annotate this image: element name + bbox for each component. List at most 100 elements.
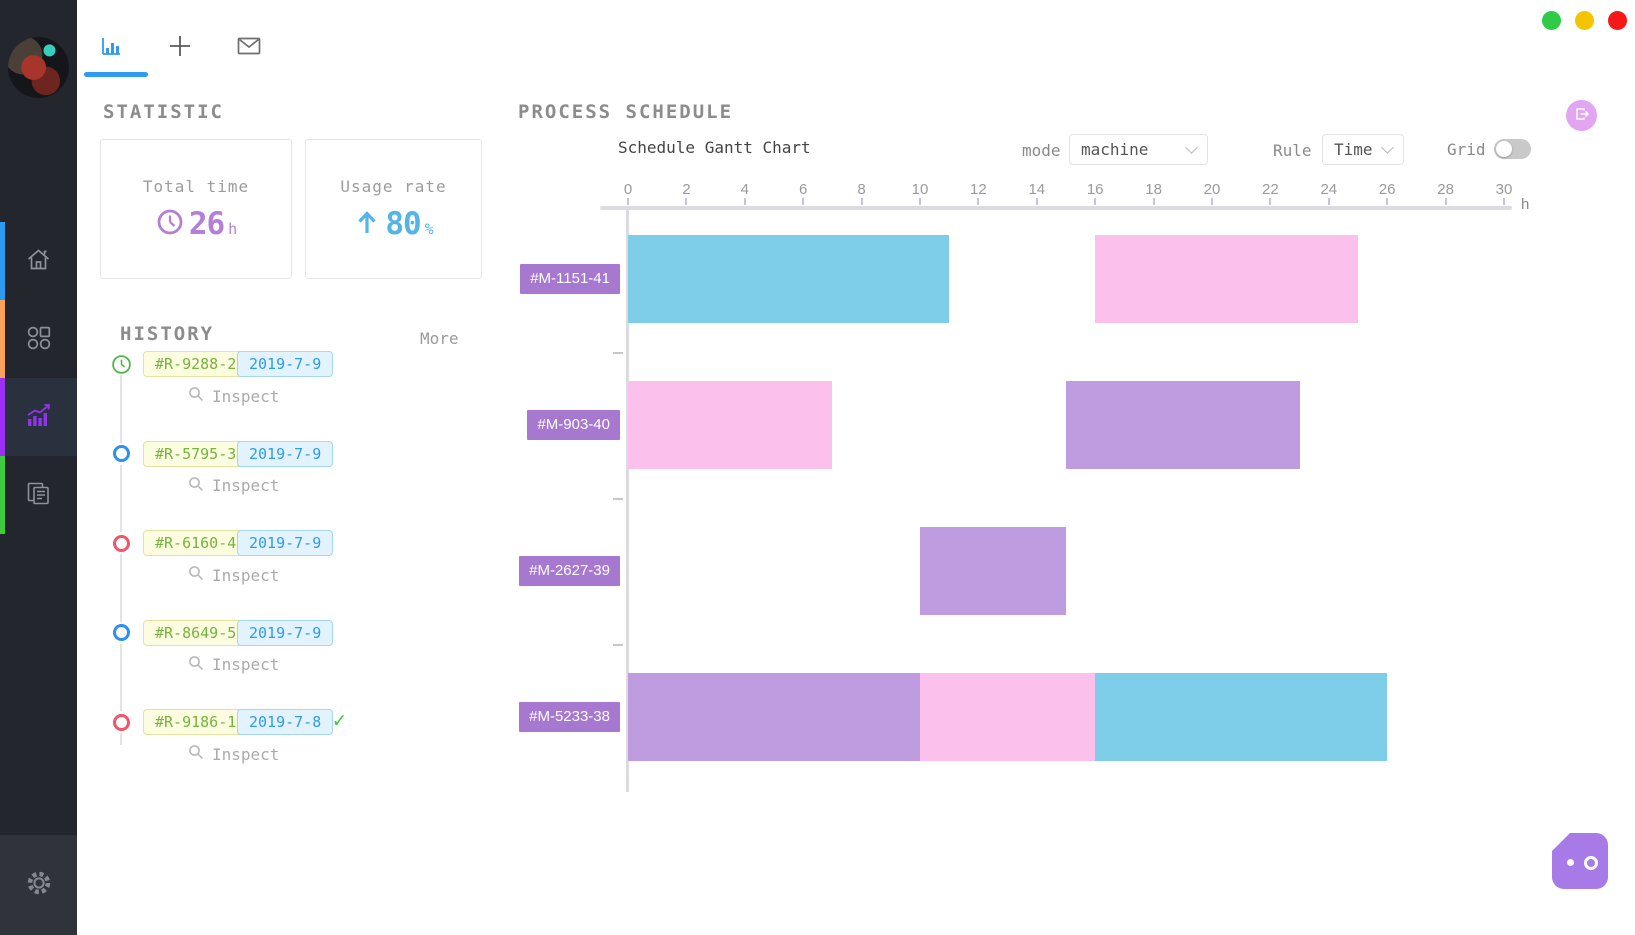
rule-label: Rule [1273,141,1312,160]
plus-icon [168,34,192,62]
inspect-link[interactable]: Inspect [188,655,279,675]
mode-select-value: machine [1081,140,1149,159]
x-axis-tick-mark [685,198,688,205]
gantt-bar-segment [1066,381,1300,469]
inspect-label: Inspect [212,565,280,585]
rule-select[interactable]: Time [1322,134,1404,165]
documents-icon [25,480,52,511]
history-item: #R-9186-1 2019-7-8 ✓ Inspect [96,708,466,798]
x-axis-tick-mark [1269,198,1272,205]
x-axis-tick-mark [860,198,863,205]
chat-dot-icon [1567,859,1574,866]
grid-toggle[interactable] [1494,139,1531,159]
red-ring-marker-icon [110,711,132,733]
x-axis-tick-label: 30 [1495,181,1513,198]
tab-mail[interactable] [232,31,266,65]
documents-accent-strip [0,456,5,534]
sidebar-footer [0,835,77,935]
x-axis-tick-mark [1094,198,1097,205]
history-item: #R-8649-5 2019-7-9 Inspect [96,619,466,709]
check-icon: ✓ [333,708,346,732]
history-title: HISTORY [120,323,215,345]
apps-grid-icon [25,324,52,355]
x-axis-tick-mark [1444,198,1447,205]
home-accent-strip [0,222,5,300]
stat-value: 26 [188,205,225,242]
gantt-bar-segment [920,673,1096,761]
traffic-light-red[interactable] [1608,10,1627,30]
blue-ring-marker-icon [110,442,132,465]
gantt-bar-segment [1095,235,1358,323]
x-axis-tick-mark [1327,198,1330,205]
sidebar-item-apps[interactable] [0,300,77,378]
inspect-link[interactable]: Inspect [188,476,279,496]
history-more-link[interactable]: More [420,329,459,348]
row-separator-tick [613,644,623,646]
clock-icon [155,207,185,241]
inspect-label: Inspect [212,655,280,674]
x-axis-tick-mark [1503,198,1505,205]
inspect-link[interactable]: Inspect [188,386,279,406]
settings-gear-icon[interactable] [25,869,53,901]
stat-value: 80 [385,205,421,242]
x-axis-line [600,206,1512,210]
tab-chart[interactable] [94,31,128,65]
record-id-badge: #R-5795-3 [143,440,249,467]
x-axis-tick-mark [1152,198,1155,205]
stat-label: Usage rate [340,176,447,196]
gantt-bar-segment [628,381,833,469]
stat-label: Total time [142,176,250,196]
x-axis-tick-label: 22 [1262,181,1279,198]
x-axis-tick-label: 26 [1378,181,1396,198]
mode-select[interactable]: machine [1069,134,1208,165]
row-separator-tick [613,352,623,354]
magnifier-icon [188,476,204,496]
x-axis-tick-label: 6 [799,181,808,198]
user-avatar[interactable] [8,37,69,98]
x-axis-unit-label: h [1521,196,1530,213]
gantt-bar-segment [1095,673,1388,761]
gantt-bar-segment [628,673,920,761]
record-date-badge: 2019-7-9 [237,351,334,377]
traffic-light-yellow[interactable] [1575,10,1594,30]
magnifier-icon [188,744,204,764]
clock-marker-icon [110,353,132,375]
inspect-label: Inspect [212,744,280,764]
x-axis-tick-label: 2 [682,181,691,198]
export-button[interactable] [1566,100,1597,131]
timeline-line [120,365,122,745]
tab-new[interactable] [163,31,197,65]
stat-card-total-time: Total time 26 h [100,139,292,279]
sidebar-item-home[interactable] [0,222,77,300]
chevron-down-icon [1381,141,1394,154]
chat-widget-button[interactable] [1552,833,1608,889]
inspect-link[interactable]: Inspect [188,744,279,764]
x-axis-tick-label: 24 [1320,181,1338,198]
magnifier-icon [188,655,204,675]
sidebar [0,0,77,935]
gantt-row-label: #M-903-40 [527,410,620,440]
statistic-title: STATISTIC [103,101,224,123]
record-date-badge: 2019-7-8 [237,709,334,735]
inspect-link[interactable]: Inspect [188,565,279,585]
traffic-light-green[interactable] [1542,10,1561,30]
stat-unit: % [424,219,434,238]
arrow-up-icon [353,208,381,240]
apps-accent-strip [0,300,5,378]
record-date-badge: 2019-7-9 [237,619,334,646]
active-tab-underline [84,72,148,77]
x-axis-tick-label: 16 [1086,181,1104,198]
record-id-badge: #R-8649-5 [143,619,249,646]
x-axis-tick-mark [1386,198,1389,205]
sidebar-item-documents[interactable] [0,456,77,534]
mail-envelope-icon [235,32,263,64]
mode-label: mode [1022,141,1061,160]
gantt-row-label: #M-1151-41 [520,264,620,294]
x-axis-tick-mark [1211,198,1213,205]
analytics-chart-icon [25,401,53,433]
stat-unit: h [228,219,238,238]
x-axis-tick-mark [743,198,746,205]
sidebar-item-analytics[interactable] [0,378,77,456]
x-axis-tick-label: 4 [740,181,749,198]
